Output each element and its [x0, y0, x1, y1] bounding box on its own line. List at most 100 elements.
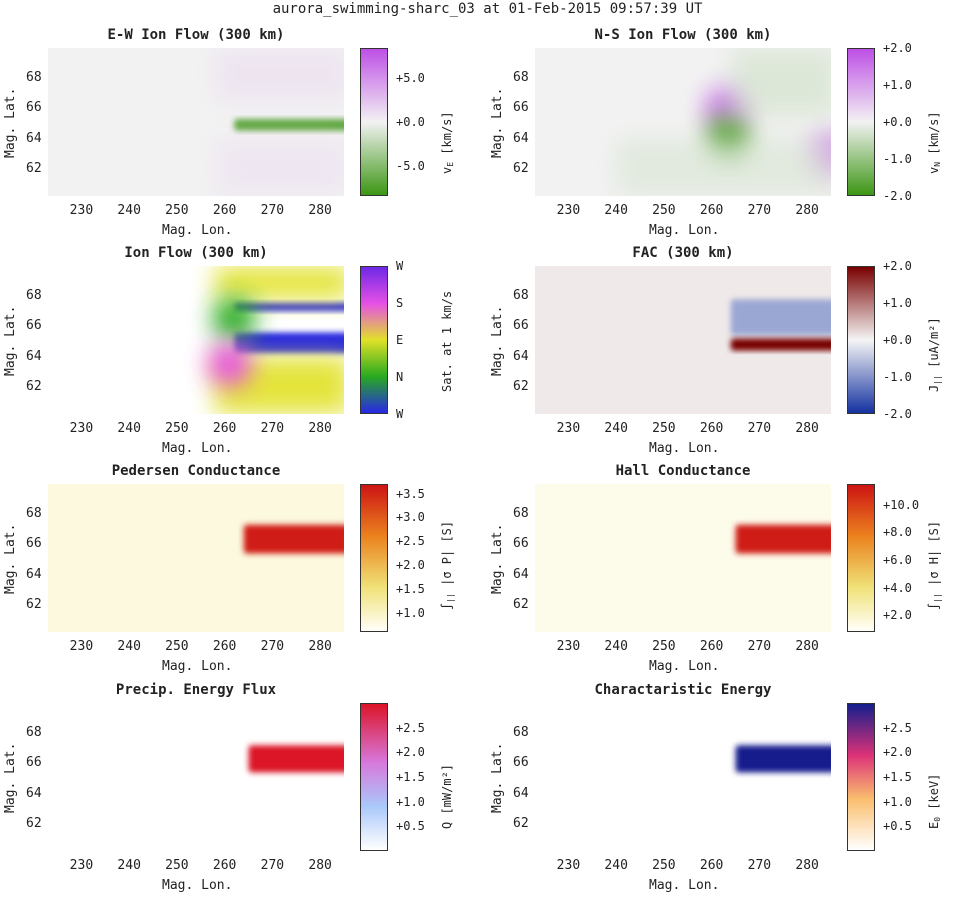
colorbar: [847, 484, 875, 632]
colorbar-label-units: [keV]: [927, 773, 941, 817]
x-tick-label: 240: [117, 421, 141, 436]
x-axis-label: Mag. Lon.: [162, 441, 233, 456]
colorbar-tick-label: +2.5: [396, 720, 425, 735]
y-tick-label: 68: [513, 288, 529, 304]
y-axis-label: Mag. Lat.: [3, 523, 18, 594]
heatmap-plot: [535, 266, 831, 414]
x-tick-label: 270: [260, 858, 285, 873]
heatmap-box: [243, 524, 344, 554]
x-tick-label: 250: [652, 858, 676, 873]
heatmap-plot: [535, 484, 831, 632]
colorbar-tick-label: +0.5: [396, 819, 425, 834]
y-tick-label: 66: [26, 536, 42, 552]
y-tick-label: 64: [513, 130, 529, 146]
y-tick-label: 64: [26, 348, 42, 364]
colorbar-gradient: [848, 704, 874, 850]
colorbar-label-subscript: E: [446, 161, 455, 167]
colorbar-label: Sat. at 1 km/s: [440, 291, 454, 392]
heatmap-box: [248, 745, 344, 773]
colorbar-label: ∫|| |σ P| [S]: [440, 521, 458, 610]
x-tick-label: 240: [604, 858, 628, 873]
y-axis-label: Mag. Lat.: [490, 87, 505, 158]
x-tick-label: 280: [795, 421, 819, 436]
colorbar: [360, 48, 388, 196]
x-tick-label: 270: [260, 203, 285, 218]
x-axis-label: Mag. Lon.: [649, 223, 720, 238]
x-tick-label: 270: [747, 421, 772, 436]
y-axis-label: Mag. Lat.: [3, 87, 18, 158]
colorbar-tick-label: +2.0: [883, 608, 912, 623]
colorbar-tick-label: N: [396, 370, 404, 384]
colorbar-label-subscript: ||: [933, 375, 942, 385]
x-tick-label: 230: [69, 203, 94, 218]
x-tick-label: 260: [699, 858, 724, 873]
heatmap-plot: [535, 703, 831, 851]
y-tick-label: 66: [26, 100, 42, 116]
colorbar-tick-label: +1.5: [883, 770, 912, 784]
y-tick-label: 62: [26, 815, 42, 831]
colorbar-label: vE [km/s]: [440, 111, 458, 174]
colorbar-label-symbol: v: [927, 166, 941, 174]
heatmap-box: [730, 338, 831, 351]
colorbar-label-subscript: ||: [446, 593, 455, 603]
y-axis-label: Mag. Lat.: [3, 742, 18, 813]
colorbar-tick-label: +10.0: [883, 497, 920, 512]
colorbar-gradient: [361, 485, 387, 631]
heatmap-blob: [207, 342, 252, 387]
panel-title: N-S Ion Flow (300 km): [594, 27, 772, 43]
x-tick-label: 250: [165, 639, 189, 654]
colorbar-label-units: |σ H| [S]: [927, 520, 941, 594]
y-tick-label: 68: [26, 725, 42, 741]
x-axis-label: Mag. Lon.: [649, 441, 720, 456]
colorbar-label-symbol: E: [927, 821, 941, 829]
colorbar-tick-label: +2.0: [883, 745, 912, 760]
heatmap-plot: [535, 48, 831, 196]
heatmap-background: [48, 703, 344, 851]
colorbar-label: Q [mW/m²]: [440, 764, 454, 829]
colorbar-tick-label: +3.0: [396, 510, 425, 525]
colorbar: [360, 266, 388, 414]
colorbar-tick-label: +0.0: [396, 115, 425, 129]
y-axis-label: Mag. Lat.: [490, 305, 505, 376]
x-tick-label: 230: [69, 639, 94, 654]
y-axis-label: Mag. Lat.: [3, 305, 18, 376]
colorbar: [847, 266, 875, 414]
colorbar-label-symbol: Sat. at 1 km/s: [440, 290, 454, 392]
y-tick-label: 62: [26, 378, 42, 394]
y-tick-label: 66: [513, 100, 529, 116]
heatmap-background: [535, 703, 831, 851]
x-axis-label: Mag. Lon.: [162, 223, 233, 238]
heatmap-region: [730, 48, 831, 116]
x-axis-label: Mag. Lon.: [649, 878, 720, 893]
x-tick-label: 250: [165, 858, 189, 873]
colorbar-tick-label: +2.0: [883, 259, 912, 273]
colorbar-tick-label: +3.5: [396, 486, 425, 501]
colorbar-label: J|| [uA/m²]: [927, 317, 945, 392]
colorbar-tick-label: +6.0: [883, 553, 912, 568]
x-tick-label: 230: [69, 858, 94, 873]
panel-title: Precip. Energy Flux: [115, 682, 277, 698]
colorbar-label-symbol: v: [440, 166, 454, 174]
y-tick-label: 68: [26, 288, 42, 304]
y-tick-label: 62: [513, 160, 529, 176]
x-tick-label: 270: [747, 203, 772, 218]
colorbar-gradient: [848, 485, 874, 631]
colorbar-tick-label: +0.5: [883, 819, 912, 834]
colorbar-gradient: [361, 49, 387, 195]
x-tick-label: 240: [117, 639, 141, 654]
colorbar-tick-label: +1.5: [396, 582, 425, 597]
y-tick-label: 64: [26, 785, 42, 801]
colorbar-gradient: [848, 49, 874, 195]
x-tick-label: 270: [260, 421, 285, 436]
colorbar-tick-label: +2.0: [883, 41, 912, 55]
colorbar-label-subscript: ||: [933, 593, 942, 603]
x-tick-label: 240: [604, 421, 628, 436]
colorbar-label-subscript: 0: [933, 816, 942, 822]
heatmap-band: [234, 302, 344, 312]
y-tick-label: 64: [26, 566, 42, 582]
x-tick-label: 280: [308, 858, 332, 873]
x-tick-label: 260: [212, 203, 237, 218]
colorbar-label-units: [mW/m²]: [440, 763, 454, 822]
colorbar-tick-label: -2.0: [883, 189, 912, 203]
x-tick-label: 250: [652, 639, 676, 654]
